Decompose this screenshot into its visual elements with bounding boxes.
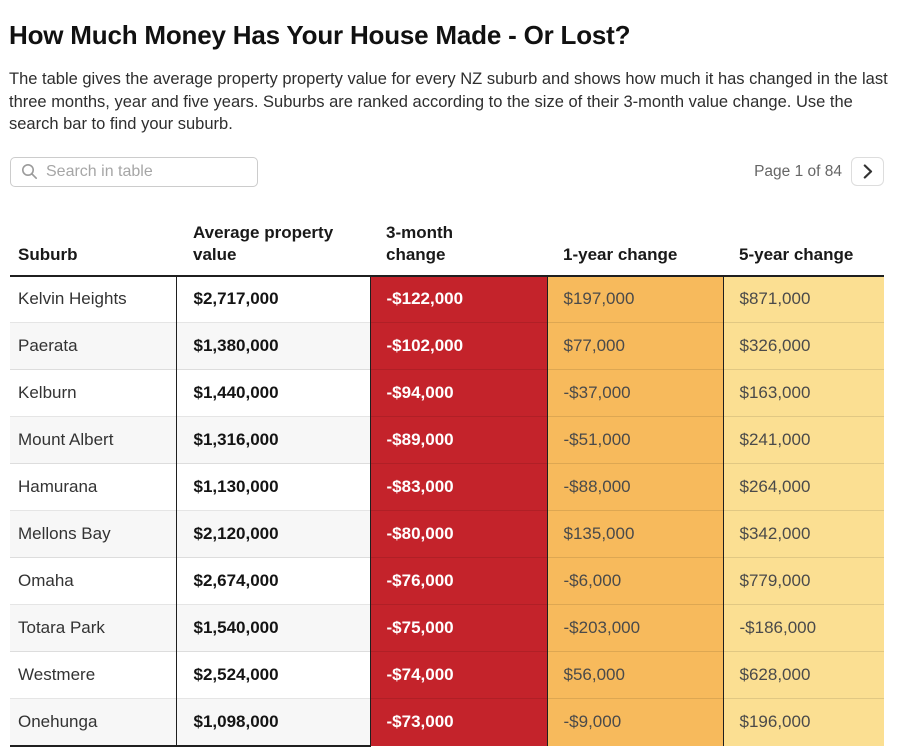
suburb-cell: Totara Park (10, 604, 177, 652)
pagination: Page 1 of 84 (754, 157, 884, 186)
change-3m-cell: -$94,000 (369, 369, 547, 417)
table-row: Paerata $1,380,000 -$102,000 $77,000 $32… (10, 322, 884, 370)
table-row: Mount Albert $1,316,000 -$89,000 -$51,00… (10, 416, 884, 464)
table-row: Totara Park $1,540,000 -$75,000 -$203,00… (10, 604, 884, 652)
table-toolbar: Page 1 of 84 (10, 156, 884, 187)
page-title: How Much Money Has Your House Made - Or … (9, 20, 631, 50)
change-5y-cell: $196,000 (722, 698, 884, 746)
change-3m-cell: -$74,000 (369, 651, 547, 699)
change-5y-cell: $779,000 (722, 557, 884, 605)
search-input[interactable] (46, 162, 241, 181)
next-page-button[interactable] (851, 157, 884, 186)
page-description: The table gives the average property pro… (9, 70, 888, 133)
average-value-cell: $2,524,000 (176, 651, 370, 699)
table-row: Kelvin Heights $2,717,000 -$122,000 $197… (10, 275, 884, 323)
change-1y-cell: -$203,000 (546, 604, 723, 652)
table-row: Kelburn $1,440,000 -$94,000 -$37,000 $16… (10, 369, 884, 417)
change-3m-cell: -$76,000 (369, 557, 547, 605)
header-row: Suburb Average property value 3-month ch… (10, 215, 884, 277)
change-1y-cell: $56,000 (546, 651, 723, 699)
change-5y-cell: $264,000 (722, 463, 884, 511)
change-5y-cell: $871,000 (722, 275, 884, 323)
column-header-average-value: Average property value (176, 215, 370, 277)
change-5y-cell: $163,000 (722, 369, 884, 417)
change-1y-cell: -$51,000 (546, 416, 723, 464)
chevron-right-icon (863, 164, 872, 179)
table-row: Omaha $2,674,000 -$76,000 -$6,000 $779,0… (10, 557, 884, 605)
change-1y-cell: -$37,000 (546, 369, 723, 417)
average-value-cell: $1,440,000 (176, 369, 370, 417)
column-header-5-year-change: 5-year change (723, 215, 884, 277)
change-1y-cell: $77,000 (546, 322, 723, 370)
column-header-1-year-change: 1-year change (547, 215, 723, 277)
table-row: Hamurana $1,130,000 -$83,000 -$88,000 $2… (10, 463, 884, 511)
change-1y-cell: $197,000 (546, 275, 723, 323)
column-header-suburb: Suburb (10, 215, 176, 277)
table-body: Kelvin Heights $2,717,000 -$122,000 $197… (10, 275, 884, 747)
suburb-cell: Omaha (10, 557, 177, 605)
change-3m-cell: -$73,000 (369, 698, 547, 746)
suburb-cell: Kelburn (10, 369, 177, 417)
suburb-cell: Paerata (10, 322, 177, 370)
average-value-cell: $2,120,000 (176, 510, 370, 558)
change-3m-cell: -$102,000 (369, 322, 547, 370)
table-header: Suburb Average property value 3-month ch… (10, 215, 884, 277)
table-row: Westmere $2,524,000 -$74,000 $56,000 $62… (10, 651, 884, 699)
change-3m-cell: -$83,000 (369, 463, 547, 511)
search-box[interactable] (10, 156, 258, 187)
page-indicator: Page 1 of 84 (754, 162, 842, 180)
suburb-cell: Mount Albert (10, 416, 177, 464)
change-5y-cell: -$186,000 (722, 604, 884, 652)
average-value-cell: $1,540,000 (176, 604, 370, 652)
change-3m-cell: -$75,000 (369, 604, 547, 652)
table-row: Mellons Bay $2,120,000 -$80,000 $135,000… (10, 510, 884, 558)
suburb-cell: Onehunga (10, 698, 177, 747)
change-3m-cell: -$89,000 (369, 416, 547, 464)
suburb-cell: Hamurana (10, 463, 177, 511)
change-1y-cell: -$88,000 (546, 463, 723, 511)
suburb-cell: Mellons Bay (10, 510, 177, 558)
average-value-cell: $1,130,000 (176, 463, 370, 511)
table-row: Onehunga $1,098,000 -$73,000 -$9,000 $19… (10, 698, 884, 747)
average-value-cell: $1,316,000 (176, 416, 370, 464)
average-value-cell: $2,717,000 (193, 289, 279, 309)
average-value-cell: $1,380,000 (176, 322, 370, 370)
average-value-cell: $2,674,000 (176, 557, 370, 605)
property-value-table: Suburb Average property value 3-month ch… (10, 215, 884, 747)
suburb-cell: Kelvin Heights (10, 275, 177, 323)
change-3m-cell: -$122,000 (369, 275, 547, 323)
change-5y-cell: $326,000 (722, 322, 884, 370)
change-1y-cell: $135,000 (546, 510, 723, 558)
change-1y-cell: -$6,000 (546, 557, 723, 605)
change-5y-cell: $628,000 (722, 651, 884, 699)
change-5y-cell: $241,000 (722, 416, 884, 464)
change-5y-cell: $342,000 (722, 510, 884, 558)
average-value-cell: $1,098,000 (176, 698, 370, 747)
change-1y-cell: -$9,000 (546, 698, 723, 746)
search-icon (22, 164, 37, 179)
change-3m-cell: -$80,000 (369, 510, 547, 558)
column-header-3-month-change: 3-month change (370, 215, 547, 277)
suburb-cell: Westmere (10, 651, 177, 699)
